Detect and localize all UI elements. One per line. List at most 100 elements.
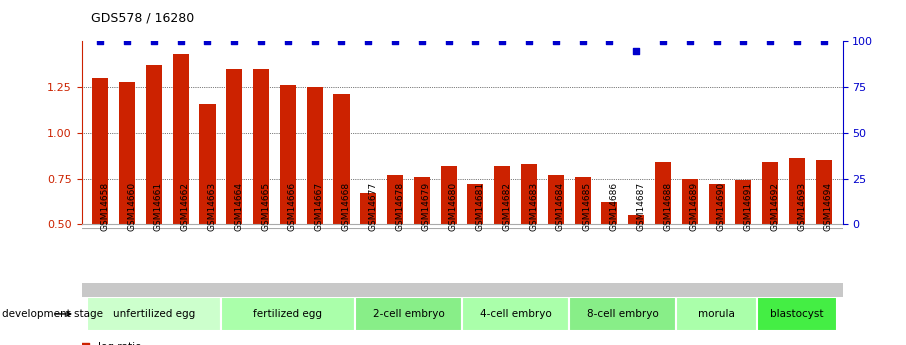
Bar [199,104,216,316]
Point [415,39,429,44]
Bar [494,166,510,316]
Text: GSM14664: GSM14664 [235,182,244,231]
Text: GSM14691: GSM14691 [744,182,752,231]
Point [361,39,375,44]
Text: GSM14692: GSM14692 [770,182,779,231]
Bar [467,184,484,316]
Text: GSM14694: GSM14694 [824,182,833,231]
Text: GSM14681: GSM14681 [476,182,485,231]
Bar [92,78,109,316]
Bar [387,175,403,316]
Bar [736,180,751,316]
Point [816,39,831,44]
Text: GSM14668: GSM14668 [342,182,351,231]
Text: GSM14685: GSM14685 [583,182,592,231]
Text: GSM14678: GSM14678 [395,182,404,231]
Bar [602,202,618,316]
Text: GSM14686: GSM14686 [610,182,619,231]
Text: GSM14677: GSM14677 [368,182,377,231]
Point [709,39,724,44]
Point [602,39,617,44]
Text: GSM14662: GSM14662 [180,182,189,231]
Text: GSM14680: GSM14680 [448,182,458,231]
Text: GSM14667: GSM14667 [314,182,323,231]
Text: GSM14682: GSM14682 [502,182,511,231]
Bar [655,162,671,316]
Bar [119,82,135,316]
Bar [628,215,644,316]
Point [495,39,509,44]
Bar [280,85,296,316]
Text: 2-cell embryo: 2-cell embryo [372,309,444,319]
Bar [361,193,376,316]
Text: log ratio: log ratio [98,342,141,345]
Text: GSM14666: GSM14666 [288,182,297,231]
Bar [757,297,837,331]
Bar [253,69,269,316]
Text: GSM14684: GSM14684 [556,182,564,231]
Point [522,39,536,44]
Point [334,39,349,44]
Point [388,39,402,44]
Point [281,39,295,44]
Point [147,39,161,44]
Text: GSM14687: GSM14687 [636,182,645,231]
Bar [574,177,591,316]
Point [489,178,504,184]
Text: GSM14683: GSM14683 [529,182,538,231]
Text: GSM14693: GSM14693 [797,182,806,231]
Text: development stage: development stage [2,309,102,319]
Text: 8-cell embryo: 8-cell embryo [587,309,659,319]
Bar [414,177,430,316]
Bar [333,95,350,316]
Point [468,39,483,44]
Point [656,39,670,44]
Point [549,39,564,44]
Point [173,39,188,44]
Point [200,39,215,44]
Bar [548,175,564,316]
Text: fertilized egg: fertilized egg [254,309,323,319]
Bar [682,179,698,316]
Bar [708,184,725,316]
Point [489,305,504,310]
Bar [306,87,323,316]
Bar [462,297,569,331]
Text: GSM14679: GSM14679 [422,182,431,231]
Bar [146,65,162,316]
Bar [677,297,757,331]
Text: morula: morula [699,309,735,319]
Text: GSM14658: GSM14658 [101,182,110,231]
Text: GSM14689: GSM14689 [689,182,699,231]
Bar [221,297,355,331]
Bar [226,69,242,316]
Point [763,39,777,44]
Text: GDS578 / 16280: GDS578 / 16280 [91,11,194,24]
Point [790,39,805,44]
Point [629,48,643,53]
Text: GSM14688: GSM14688 [663,182,672,231]
Bar [789,158,805,316]
Text: GSM14661: GSM14661 [154,182,163,231]
Text: blastocyst: blastocyst [770,309,824,319]
Point [120,39,134,44]
Bar [355,297,462,331]
Point [441,39,456,44]
Bar [440,166,457,316]
Bar [521,164,537,316]
Text: unfertilized egg: unfertilized egg [112,309,195,319]
Text: GSM14665: GSM14665 [261,182,270,231]
Bar [815,160,832,316]
Text: GSM14663: GSM14663 [207,182,217,231]
Bar [569,297,677,331]
Bar [762,162,778,316]
Bar [87,297,221,331]
Point [227,39,242,44]
Point [93,39,108,44]
Text: GSM14660: GSM14660 [127,182,136,231]
Point [307,39,322,44]
Point [737,39,751,44]
Point [254,39,268,44]
Text: 4-cell embryo: 4-cell embryo [480,309,552,319]
Text: GSM14690: GSM14690 [717,182,726,231]
